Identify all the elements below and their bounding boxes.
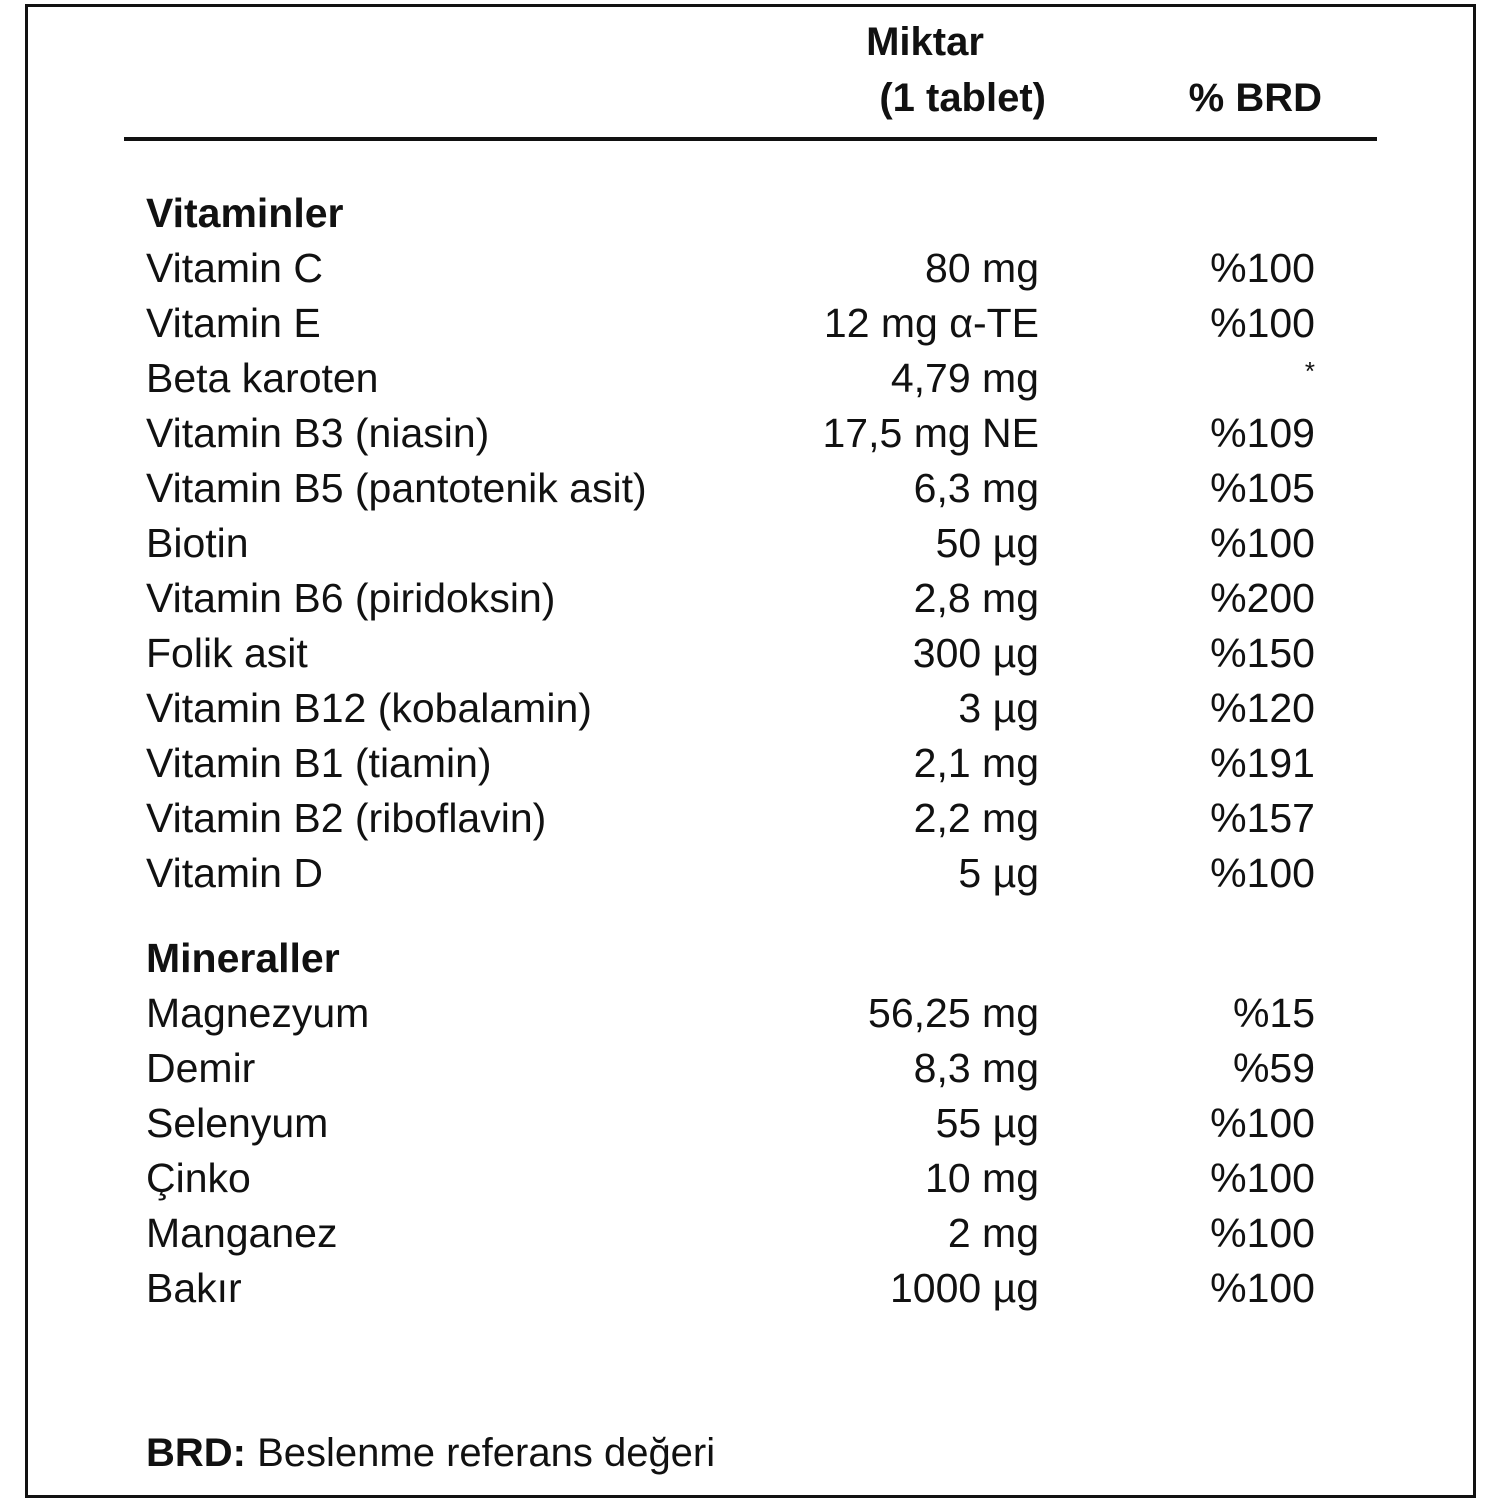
nutrient-brd: %157 <box>1210 795 1315 841</box>
nutrient-brd: %120 <box>1210 685 1315 731</box>
section-title: Vitaminler <box>146 190 344 236</box>
nutrient-name: Vitamin B5 (pantotenik asit) <box>146 465 647 511</box>
nutrient-amount: 3 µg <box>958 685 1039 731</box>
nutrient-brd: %100 <box>1210 1265 1315 1311</box>
nutrient-name: Vitamin D <box>146 850 323 896</box>
nutrient-brd: %100 <box>1210 300 1315 346</box>
nutrient-brd: %105 <box>1210 465 1315 511</box>
nutrient-brd: %109 <box>1210 410 1315 456</box>
footer-note: BRD: Beslenme referans değeri <box>146 1426 715 1481</box>
nutrient-amount: 5 µg <box>958 850 1039 896</box>
table-row: Biotin 50 µg %100 <box>0 516 1500 571</box>
nutrient-brd: %191 <box>1210 740 1315 786</box>
nutrient-brd: %100 <box>1210 1155 1315 1201</box>
nutrient-name: Magnezyum <box>146 990 370 1036</box>
table-row: Manganez 2 mg %100 <box>0 1206 1500 1261</box>
table-row: Vitamin C 80 mg %100 <box>0 241 1500 296</box>
table-row: Vitamin B3 (niasin) 17,5 mg NE %109 <box>0 406 1500 461</box>
table-row: Vitamin E 12 mg α-TE %100 <box>0 296 1500 351</box>
nutrient-amount: 300 µg <box>912 630 1039 676</box>
nutrient-brd: %15 <box>1232 990 1315 1036</box>
nutrient-name: Selenyum <box>146 1100 329 1146</box>
table-row: Vitamin B6 (piridoksin) 2,8 mg %200 <box>0 571 1500 626</box>
amount-header-line2: (1 tablet) <box>879 76 1046 120</box>
nutrient-amount: 2,1 mg <box>913 740 1039 786</box>
nutrient-brd: %100 <box>1210 850 1315 896</box>
table-row: Vitamin B12 (kobalamin) 3 µg %120 <box>0 681 1500 736</box>
nutrient-brd: * <box>1304 356 1315 386</box>
nutrient-amount: 56,25 mg <box>868 990 1039 1036</box>
nutrient-amount: 17,5 mg NE <box>822 410 1040 456</box>
table-row: Beta karoten 4,79 mg * <box>0 351 1500 406</box>
nutrient-amount: 1000 µg <box>889 1265 1039 1311</box>
nutrient-amount: 6,3 mg <box>913 465 1039 511</box>
nutrient-amount: 2,2 mg <box>913 795 1039 841</box>
nutrient-amount: 2 mg <box>947 1210 1039 1256</box>
table-row: Vitamin B2 (riboflavin) 2,2 mg %157 <box>0 791 1500 846</box>
nutrient-name: Vitamin C <box>146 245 323 291</box>
nutrient-name: Vitamin B3 (niasin) <box>146 410 490 456</box>
amount-header-line1: Miktar <box>866 20 984 64</box>
brd-header: % BRD <box>1188 76 1322 120</box>
nutrient-name: Manganez <box>146 1210 338 1256</box>
nutrient-name: Folik asit <box>146 630 308 676</box>
nutrient-brd: %200 <box>1210 575 1315 621</box>
nutrient-name: Vitamin B1 (tiamin) <box>146 740 492 786</box>
nutrient-amount: 55 µg <box>935 1100 1039 1146</box>
nutrient-name: Çinko <box>146 1155 251 1201</box>
nutrient-brd: %100 <box>1210 520 1315 566</box>
header-divider <box>124 137 1377 141</box>
table-border <box>25 4 1476 1498</box>
nutrient-amount: 4,79 mg <box>890 355 1039 401</box>
footer-term: BRD: <box>146 1431 246 1475</box>
table-row: Selenyum 55 µg %100 <box>0 1096 1500 1151</box>
amount-header: Miktar (1 tablet) <box>800 14 1046 126</box>
nutrient-brd: %59 <box>1232 1045 1315 1091</box>
nutrient-amount: 10 mg <box>925 1155 1039 1201</box>
table-row: Demir 8,3 mg %59 <box>0 1041 1500 1096</box>
nutrient-brd: %100 <box>1210 1210 1315 1256</box>
table-row: Vitamin D 5 µg %100 <box>0 846 1500 901</box>
nutrient-amount: 12 mg α-TE <box>823 300 1039 346</box>
nutrient-name: Demir <box>146 1045 256 1091</box>
table-row: Folik asit 300 µg %150 <box>0 626 1500 681</box>
table-row: Bakır 1000 µg %100 <box>0 1261 1500 1316</box>
nutrient-name: Beta karoten <box>146 355 379 401</box>
nutrient-brd: %100 <box>1210 1100 1315 1146</box>
table-row: Vitamin B5 (pantotenik asit) 6,3 mg %105 <box>0 461 1500 516</box>
nutrient-name: Vitamin B2 (riboflavin) <box>146 795 547 841</box>
section-title: Mineraller <box>146 935 340 981</box>
nutrient-name: Vitamin B12 (kobalamin) <box>146 685 592 731</box>
table-row: Çinko 10 mg %100 <box>0 1151 1500 1206</box>
nutrient-amount: 2,8 mg <box>913 575 1039 621</box>
nutrient-name: Bakır <box>146 1265 242 1311</box>
table-row: Magnezyum 56,25 mg %15 <box>0 986 1500 1041</box>
footer-definition: Beslenme referans değeri <box>257 1431 716 1475</box>
nutrient-brd: %150 <box>1210 630 1315 676</box>
nutrient-name: Vitamin E <box>146 300 321 346</box>
nutrient-amount: 8,3 mg <box>913 1045 1039 1091</box>
nutrient-name: Biotin <box>146 520 249 566</box>
nutrient-name: Vitamin B6 (piridoksin) <box>146 575 556 621</box>
nutrient-brd: %100 <box>1210 245 1315 291</box>
table-row: Vitamin B1 (tiamin) 2,1 mg %191 <box>0 736 1500 791</box>
nutrient-amount: 80 mg <box>925 245 1039 291</box>
nutrient-amount: 50 µg <box>935 520 1039 566</box>
